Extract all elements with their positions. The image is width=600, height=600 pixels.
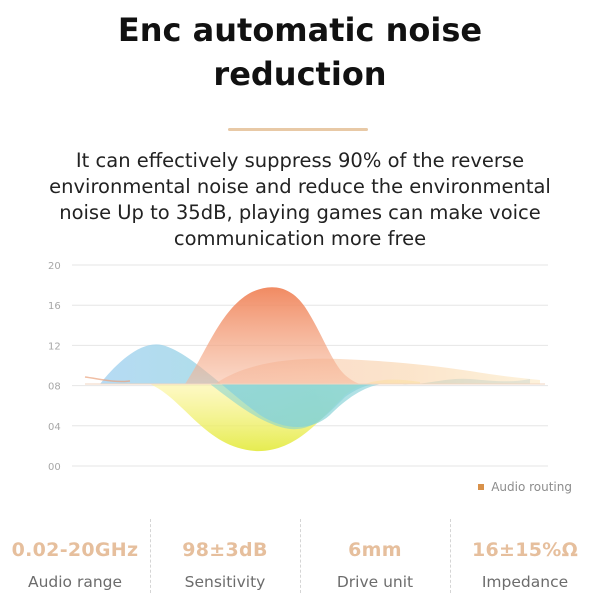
spec-label: Sensitivity: [184, 573, 266, 591]
description-line-3: noise Up to 35dB, playing games can make…: [59, 201, 541, 224]
spec-value: 0.02-20GHz: [11, 539, 139, 561]
noise-chart-svg: 20 16 12 08 04 00: [48, 261, 548, 473]
description-line-2: environmental noise and reduce the envir…: [49, 175, 551, 198]
spec-sensitivity: 98±3dB Sensitivity: [150, 515, 300, 600]
y-tick-label: 16: [48, 301, 61, 312]
y-tick-label: 00: [48, 462, 61, 473]
spec-value: 16±15%Ω: [471, 539, 579, 561]
title-line-1: Enc automatic noise: [117, 11, 483, 49]
spec-impedance: 16±15%Ω Impedance: [450, 515, 600, 600]
spec-label: Drive unit: [336, 573, 414, 591]
description-line-4: communication more free: [173, 227, 427, 250]
y-tick-label: 04: [48, 422, 61, 433]
spec-bar: 0.02-20GHz Audio range 98±3dB Sensitivit…: [0, 515, 600, 600]
spec-label: Audio range: [27, 573, 123, 591]
y-tick-label: 12: [48, 341, 61, 352]
description-line-1: It can effectively suppress 90% of the r…: [75, 149, 525, 172]
red-peak: [185, 287, 362, 384]
title-line-2: reduction: [213, 55, 387, 93]
y-tick-label: 20: [48, 261, 61, 272]
spec-value: 6mm: [348, 539, 402, 561]
left-base-line: [84, 376, 131, 383]
legend-label: Audio routing: [491, 480, 572, 494]
blue-wave-dip: [210, 384, 380, 430]
title-divider: [228, 128, 368, 131]
spec-audio-range: 0.02-20GHz Audio range: [0, 515, 150, 600]
y-tick-label: 08: [48, 382, 61, 393]
spec-value: 98±3dB: [182, 539, 268, 561]
noise-chart: 20 16 12 08 04 00: [0, 255, 600, 505]
description: It can effectively suppress 90% of the r…: [20, 148, 580, 252]
page-title: Enc automatic noise reduction: [0, 8, 600, 96]
legend-swatch: [478, 484, 485, 490]
spec-drive-unit: 6mm Drive unit: [300, 515, 450, 600]
spec-label: Impedance: [481, 573, 569, 591]
chart-legend: Audio routing: [478, 480, 572, 494]
